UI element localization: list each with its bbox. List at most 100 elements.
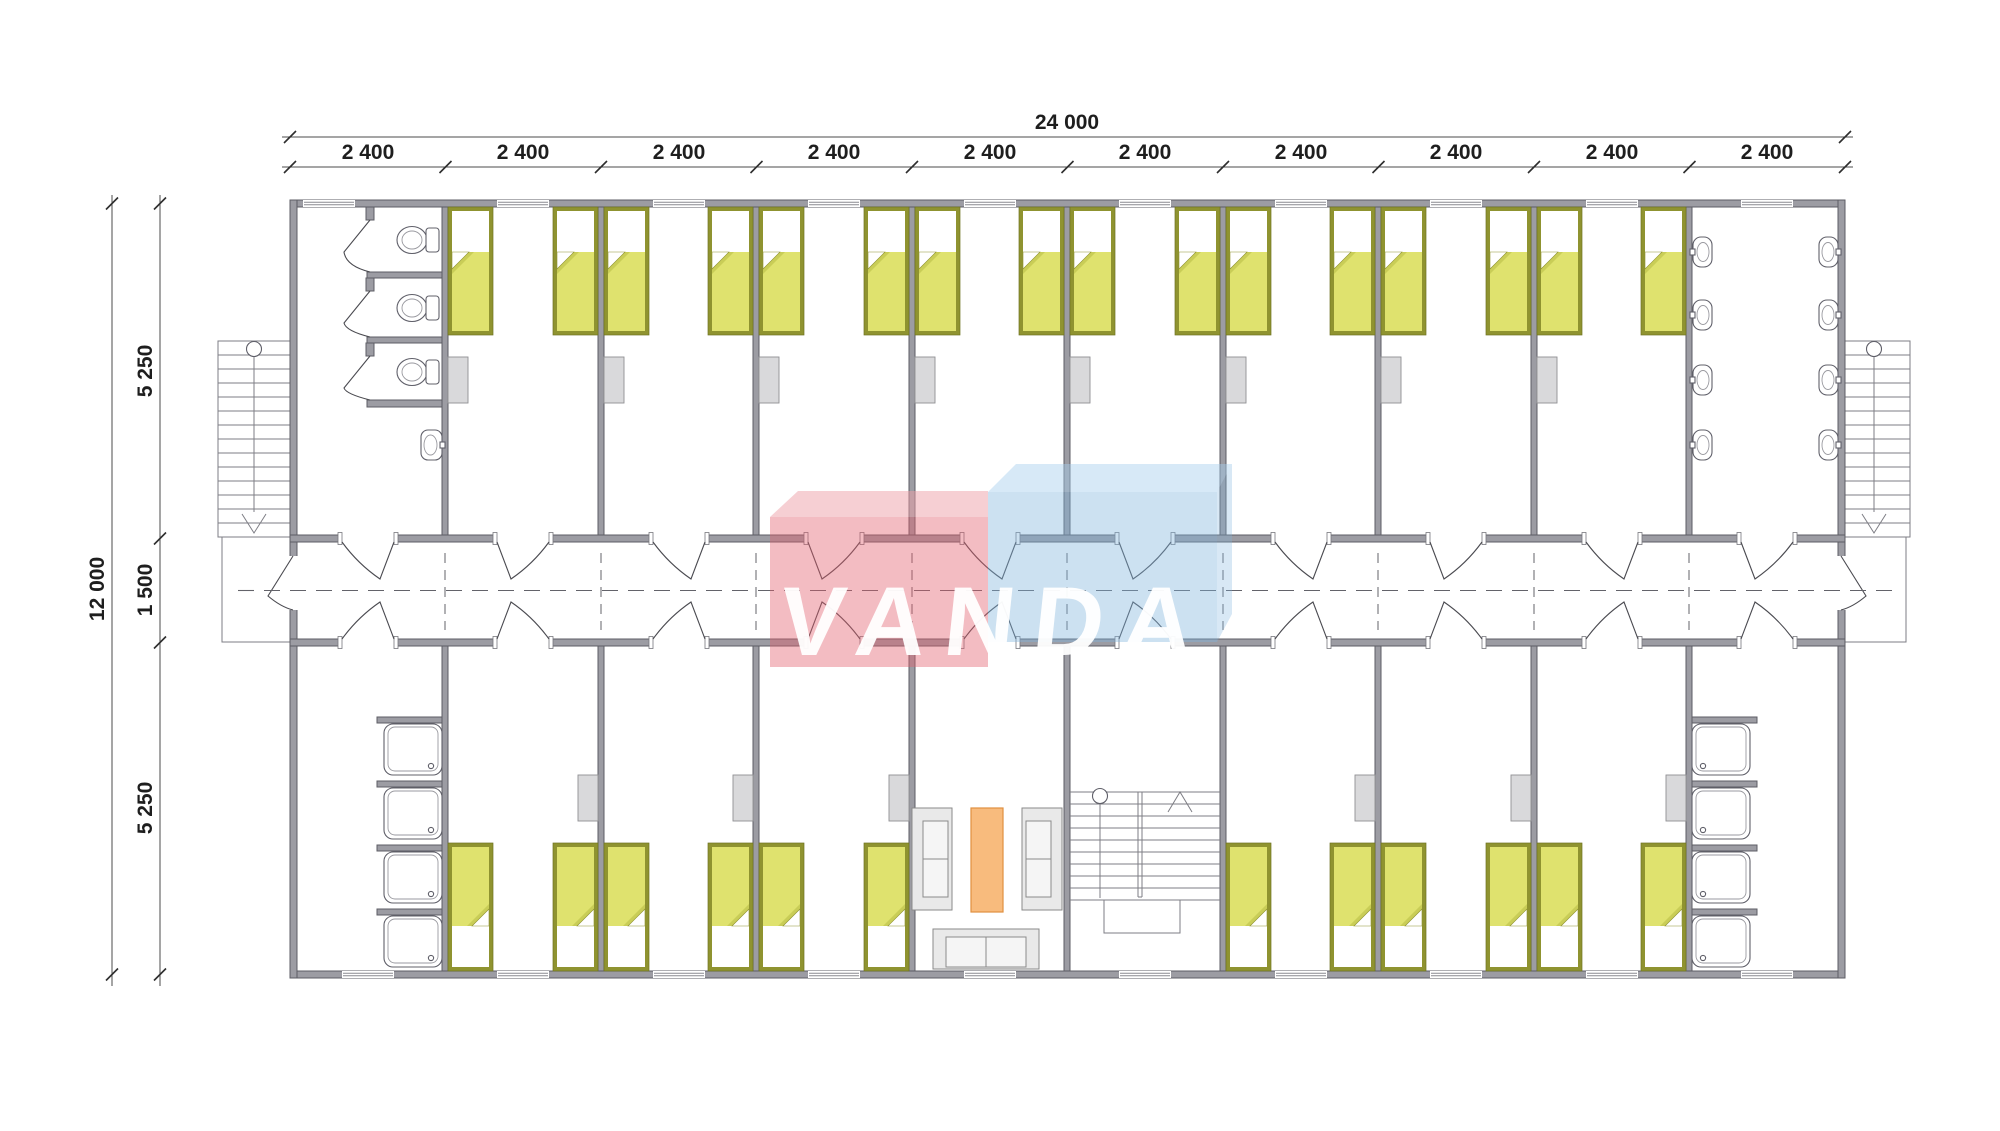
stall-door-jamb (365, 206, 375, 221)
partition-wall (1219, 645, 1227, 972)
door-swing-icon (652, 601, 706, 640)
window-icon (1429, 199, 1483, 208)
window-icon (1585, 970, 1639, 979)
window-icon (1118, 199, 1172, 208)
stall-wall (366, 399, 443, 408)
toilet-icon (396, 357, 440, 387)
partition-wall (597, 206, 605, 536)
bed-icon (1486, 843, 1531, 971)
room-door (337, 532, 399, 580)
dim-label-module: 2 400 (964, 141, 1017, 164)
stall-wall (366, 271, 443, 279)
stair-start-icon (245, 340, 263, 358)
cabinet-icon (758, 356, 780, 404)
window-icon (496, 970, 550, 979)
toilet-room (343, 219, 446, 461)
logo-blue-top-face (988, 464, 1232, 492)
room-door (1736, 532, 1798, 580)
bed-icon (864, 843, 909, 971)
lounge (911, 807, 1063, 970)
corridor-doors (267, 532, 1867, 649)
bed-icon (1640, 206, 1687, 336)
washbasin-icon (1689, 236, 1713, 268)
door-swing-icon (652, 541, 706, 580)
bed-icon (1536, 206, 1583, 336)
stair-start-icon (1091, 787, 1109, 805)
room-door (648, 532, 710, 580)
dim-label-module: 2 400 (1741, 141, 1794, 164)
washroom-bottom-right (1691, 716, 1758, 968)
interior-stair (1070, 787, 1220, 934)
window-icon (1274, 970, 1328, 979)
bed-icon (552, 206, 599, 336)
door-swing-icon (496, 541, 550, 580)
window-icon (302, 199, 356, 208)
washroom-bottom-left (376, 716, 443, 968)
partition-wall (1374, 645, 1382, 972)
bed-icon (603, 206, 650, 336)
cabinet-icon (1380, 356, 1402, 404)
room-door (1114, 601, 1176, 649)
dim-label-top-wing: 5 250 (134, 345, 157, 398)
window-icon (963, 199, 1017, 208)
window-icon (341, 970, 395, 979)
stall-door-swing-icon (343, 355, 371, 401)
dim-label-module: 2 400 (497, 141, 550, 164)
partition-wall (1530, 645, 1538, 972)
washbasin-icon (1689, 364, 1713, 396)
partition-wall (1685, 206, 1693, 536)
window-icon (807, 970, 861, 979)
stall-door-swing-icon (343, 219, 371, 273)
dimensions-left: 12 000 5 250 1 500 5 250 (86, 195, 167, 986)
door-swing-icon (1429, 541, 1483, 580)
dim-label-module: 2 400 (1275, 141, 1328, 164)
window-icon (496, 199, 550, 208)
cabinet-icon (577, 774, 599, 822)
toilet-icon (396, 225, 440, 255)
bed-icon (914, 206, 961, 336)
logo-red-block (770, 517, 988, 667)
bed-icon (1018, 206, 1065, 336)
exterior-stair-left (217, 340, 291, 643)
vanda-watermark: VANDA (770, 464, 1232, 676)
dim-label-module: 2 400 (342, 141, 395, 164)
bed-icon (1330, 843, 1375, 971)
washbasin-icon (420, 429, 446, 461)
room-door (1736, 601, 1798, 649)
cabinet-icon (1225, 356, 1247, 404)
cabinet-icon (888, 774, 910, 822)
window-icon (1740, 970, 1794, 979)
window-icon (1585, 199, 1639, 208)
window-icon (807, 199, 861, 208)
window-icon (652, 199, 706, 208)
cabinet-icon (603, 356, 625, 404)
dim-label-module: 2 400 (653, 141, 706, 164)
cabinet-icon (1354, 774, 1376, 822)
bed-icon (553, 843, 598, 971)
washbasin-icon (1689, 299, 1713, 331)
room-door (648, 601, 710, 649)
sink-icon (1691, 851, 1751, 904)
stair-direction-arrow-icon (1861, 513, 1887, 534)
dim-label-module: 2 400 (808, 141, 861, 164)
room-door (1270, 532, 1332, 580)
partition-wall (1530, 206, 1538, 536)
corridor-end-door-right (1837, 555, 1867, 611)
room-door (1581, 601, 1643, 649)
dimensions-top: 24 000 2 400 2 400 2 400 2 400 2 400 2 4… (282, 111, 1853, 174)
window-icon (1429, 970, 1483, 979)
bed-icon (863, 206, 910, 336)
bed-icon (447, 206, 494, 336)
room-door (1270, 601, 1332, 649)
bed-icon (1641, 843, 1686, 971)
partition-wall (441, 206, 449, 536)
sink-icon (383, 915, 443, 968)
dim-label-module: 2 400 (1119, 141, 1172, 164)
partition-wall (1374, 206, 1382, 536)
sink-icon (1691, 723, 1751, 776)
door-swing-icon (1585, 541, 1639, 580)
room-door (803, 532, 865, 580)
sink-icon (1691, 787, 1751, 840)
table-icon (970, 807, 1004, 913)
